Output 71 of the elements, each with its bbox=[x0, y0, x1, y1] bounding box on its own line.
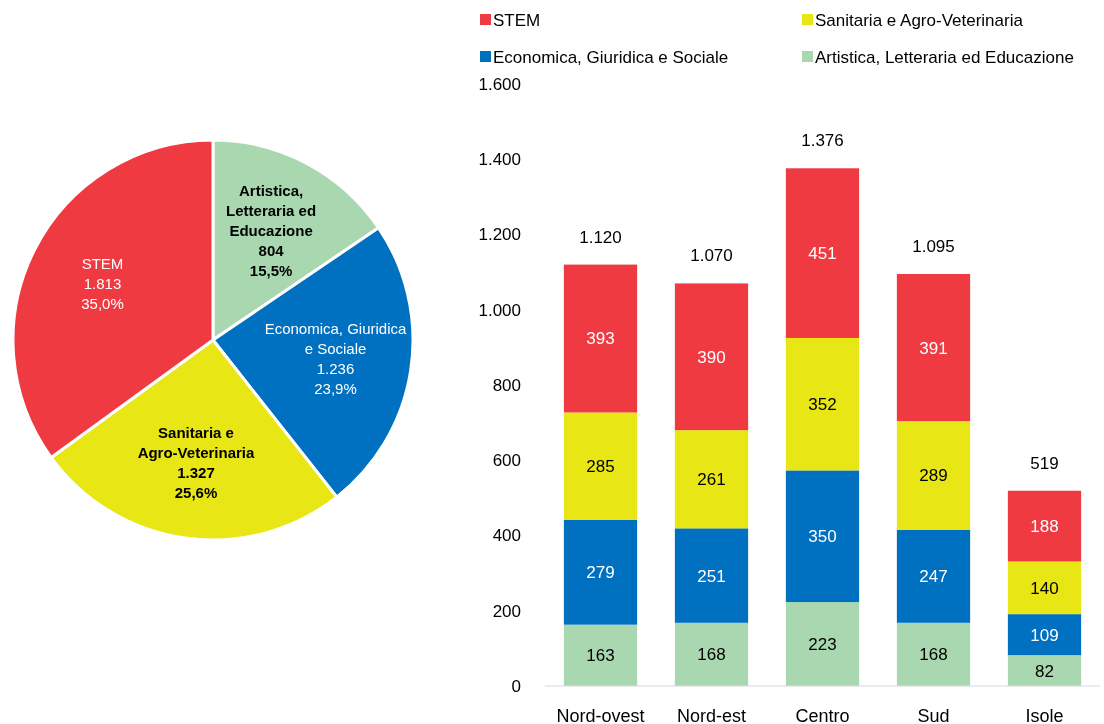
slice-label: Artistica, Letteraria ed Educazione bbox=[226, 181, 317, 239]
bar bbox=[1007, 655, 1082, 686]
data-label: 109 bbox=[1030, 625, 1059, 645]
y-tick-label: 600 bbox=[492, 451, 521, 471]
data-label: 168 bbox=[919, 645, 948, 665]
bar bbox=[896, 274, 971, 422]
bar bbox=[674, 283, 749, 431]
data-label: 390 bbox=[697, 347, 726, 367]
y-tick-label: 800 bbox=[492, 375, 521, 395]
bar bbox=[896, 529, 971, 623]
data-label: 289 bbox=[919, 466, 948, 486]
y-tick-label: 1.600 bbox=[478, 74, 521, 94]
data-label: 1.236 23,9% bbox=[314, 360, 357, 398]
data-label: 261 bbox=[697, 470, 726, 490]
total-label: 1.095 bbox=[912, 237, 955, 257]
bar bbox=[896, 421, 971, 530]
slice-label: STEM bbox=[81, 254, 124, 272]
data-label: 168 bbox=[697, 645, 726, 665]
bar bbox=[896, 622, 971, 686]
total-label: 519 bbox=[1030, 453, 1059, 473]
data-label: 223 bbox=[808, 635, 837, 654]
slice-label: Economica, Giuridica e Sociale bbox=[264, 320, 408, 358]
data-label: 140 bbox=[1030, 578, 1059, 598]
data-label: 350 bbox=[808, 527, 837, 547]
data-label: 1.327 25,6% bbox=[174, 464, 218, 502]
total-label: 1.120 bbox=[579, 227, 622, 247]
y-tick-label: 1.000 bbox=[478, 300, 521, 320]
slice-label: Sanitaria e Agro-Veterinaria bbox=[137, 424, 255, 462]
y-tick-label: 200 bbox=[492, 601, 521, 621]
data-label: 82 bbox=[1035, 661, 1054, 681]
legend-label: Sanitaria e Agro-Veterinaria bbox=[815, 10, 1024, 30]
bar bbox=[785, 337, 860, 471]
y-tick-label: 0 bbox=[511, 676, 521, 696]
data-label: 1.813 35,0% bbox=[81, 274, 124, 312]
legend-label: Economica, Giuridica e Sociale bbox=[493, 47, 729, 67]
y-tick-label: 400 bbox=[492, 526, 521, 546]
y-tick-label: 1.200 bbox=[478, 225, 521, 245]
bar bbox=[785, 168, 860, 338]
total-label: 1.070 bbox=[690, 246, 733, 266]
legend-label: Artistica, Letteraria ed Educazione bbox=[815, 47, 1074, 67]
data-label: 251 bbox=[697, 566, 726, 586]
data-label: 451 bbox=[808, 244, 837, 264]
bar bbox=[1007, 490, 1082, 562]
data-label: 393 bbox=[586, 329, 615, 349]
data-label: 188 bbox=[1030, 517, 1059, 537]
x-tick-label: Isole bbox=[1025, 706, 1064, 724]
bar bbox=[563, 412, 638, 520]
x-tick-label: Sud bbox=[917, 706, 950, 724]
bar bbox=[563, 519, 638, 625]
bar bbox=[674, 528, 749, 623]
data-label: 279 bbox=[586, 563, 615, 583]
data-label: 804 15,5% bbox=[249, 241, 293, 279]
x-tick-label: Nord-est bbox=[676, 706, 747, 724]
legend-label: STEM bbox=[493, 10, 541, 30]
bar bbox=[563, 624, 638, 686]
data-label: 352 bbox=[808, 395, 837, 415]
bar bbox=[563, 264, 638, 413]
bar bbox=[785, 470, 860, 603]
data-label: 163 bbox=[586, 646, 615, 666]
x-tick-label: Centro bbox=[795, 706, 850, 724]
data-label: 285 bbox=[586, 457, 615, 477]
bar bbox=[674, 622, 749, 686]
bar bbox=[785, 602, 860, 686]
data-label: 247 bbox=[919, 567, 948, 587]
x-tick-label: Nord-ovest bbox=[556, 706, 645, 724]
bar bbox=[1007, 561, 1082, 615]
total-label: 1.376 bbox=[801, 131, 844, 151]
y-tick-label: 1.400 bbox=[478, 150, 521, 170]
data-label: 391 bbox=[919, 338, 948, 358]
bar bbox=[674, 430, 749, 529]
bar bbox=[1007, 614, 1082, 656]
